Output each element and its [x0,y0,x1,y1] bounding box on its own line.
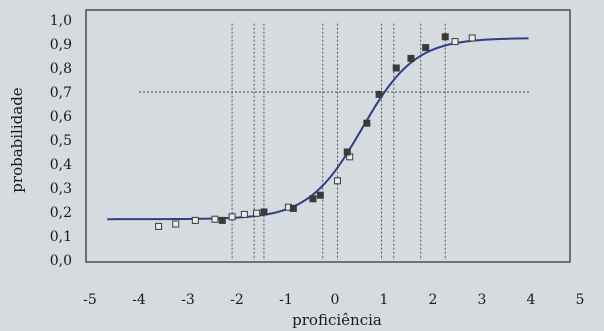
hollow-square-point [253,209,261,217]
hollow-square-point [211,215,219,223]
x-tick-label: 4 [527,292,536,308]
filled-square-point [309,195,317,203]
y-tick-label: 0,5 [50,133,72,149]
x-tick-label: 1 [380,292,389,308]
filled-square-point [218,216,226,224]
filled-square-point [407,54,415,62]
filled-square-point [375,90,383,98]
hollow-square-point [191,216,199,224]
x-tick-label: -3 [181,292,195,308]
hollow-square-point [468,34,476,42]
x-axis-title: proficiência [292,311,382,329]
y-tick-label: 0,4 [50,157,72,173]
x-tick-label: -1 [279,292,293,308]
y-axis-title: probabilidade [8,87,26,192]
y-tick-label: 0,2 [50,205,72,221]
x-tick-label: 2 [429,292,438,308]
reference-lines [139,23,531,260]
plot-frame [85,9,571,263]
hollow-square-point [172,220,180,228]
hollow-square-point [228,213,236,221]
y-tick-label: 0,3 [50,181,72,197]
x-tick-label: -4 [132,292,146,308]
y-tick-label: 0,0 [50,253,72,269]
y-tick-label: 0,6 [50,109,72,125]
y-tick-label: 0,8 [50,61,72,77]
filled-square-point [260,208,268,216]
filled-square-point [441,33,449,41]
x-tick-label: -2 [230,292,244,308]
hollow-square-point [333,177,341,185]
x-tick-label: 0 [331,292,340,308]
filled-square-point [422,44,430,52]
x-tick-label: -5 [83,292,97,308]
y-tick-label: 0,9 [50,37,72,53]
filled-square-point [392,64,400,72]
hollow-square-point [240,210,248,218]
y-axis-ticks: 0,0 0,1 0,2 0,3 0,4 0,5 0,6 0,7 0,8 0,9 1,0 [50,13,72,269]
hollow-square-point [155,222,163,230]
filled-square-point [289,204,297,212]
filled-square-point [363,119,371,127]
x-tick-label: 3 [478,292,487,308]
y-tick-label: 1,0 [50,13,72,29]
y-tick-label: 0,7 [50,85,72,101]
filled-square-point [316,191,324,199]
filled-square-point [343,148,351,156]
hollow-square-point [451,38,459,46]
x-tick-label: 5 [576,292,585,308]
x-axis-ticks: -5 -4 -3 -2 -1 0 1 2 3 4 5 [83,292,584,308]
y-tick-label: 0,1 [50,229,72,245]
points-layer [155,33,476,230]
